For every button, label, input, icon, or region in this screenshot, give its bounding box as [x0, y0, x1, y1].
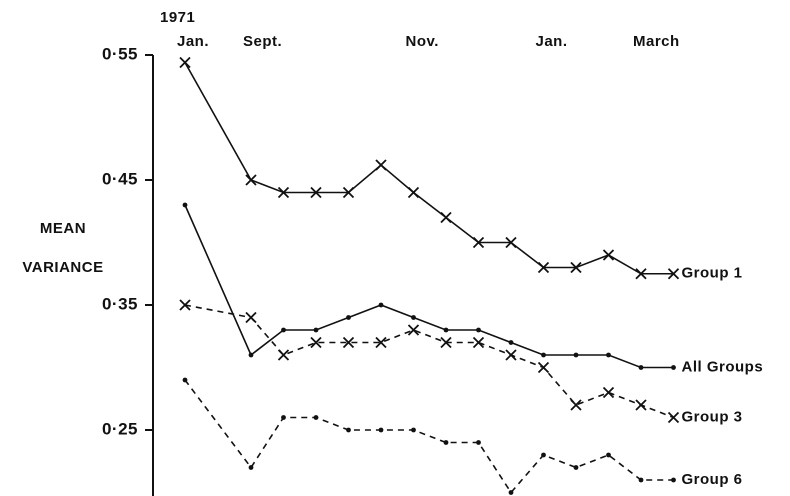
y-tick-label: 0·35 — [102, 294, 138, 313]
series-label: Group 1 — [682, 265, 743, 282]
data-point — [440, 211, 452, 224]
data-point — [277, 186, 290, 199]
x-tick-label: Jan. — [177, 33, 209, 50]
data-point — [671, 365, 676, 370]
data-point — [667, 268, 680, 280]
data-point — [342, 186, 355, 199]
data-point — [375, 336, 387, 349]
series-line — [184, 379, 674, 494]
y-axis-label: VARIANCE — [22, 259, 103, 276]
data-point — [407, 186, 420, 199]
data-point — [508, 490, 514, 495]
data-point — [508, 340, 514, 345]
data-point — [443, 327, 449, 333]
data-point — [472, 336, 485, 349]
data-point — [537, 261, 550, 274]
data-point — [310, 186, 322, 199]
data-point — [573, 465, 579, 470]
data-point — [537, 361, 550, 374]
x-tick-label: Jan. — [536, 33, 568, 50]
x-tick-label: March — [633, 33, 680, 50]
series-label: Group 3 — [682, 408, 743, 425]
y-tick-label: 0·25 — [102, 419, 138, 438]
data-point — [541, 452, 546, 458]
data-point — [310, 336, 322, 349]
data-point — [313, 415, 319, 420]
data-point — [443, 440, 449, 445]
data-point — [472, 236, 485, 249]
data-point — [602, 249, 615, 261]
data-point — [182, 202, 188, 208]
data-point — [606, 352, 611, 358]
data-point — [505, 349, 517, 361]
data-point — [667, 411, 680, 424]
x-tick-label: Nov. — [406, 33, 439, 50]
data-point — [411, 427, 416, 433]
data-point — [245, 311, 257, 324]
series-line — [184, 304, 674, 419]
data-point — [342, 336, 355, 349]
data-point — [375, 159, 387, 171]
data-point — [440, 336, 452, 349]
year-annotation: 1971 — [160, 9, 195, 26]
data-point — [378, 302, 384, 308]
data-point — [638, 365, 644, 370]
data-point — [606, 452, 611, 458]
data-point — [248, 465, 254, 470]
series-line — [184, 204, 674, 369]
data-point — [245, 174, 257, 186]
data-point — [411, 315, 416, 320]
data-point — [476, 440, 481, 445]
data-point — [179, 299, 191, 311]
data-point — [638, 477, 644, 483]
data-point — [277, 349, 290, 361]
data-point — [378, 427, 384, 433]
data-point — [281, 415, 286, 420]
data-point — [407, 324, 420, 336]
y-tick-label: 0·55 — [102, 44, 138, 63]
y-tick-label: 0·45 — [102, 169, 138, 188]
data-point — [573, 352, 579, 358]
data-point — [182, 377, 188, 383]
data-point — [281, 327, 286, 333]
data-point — [602, 386, 615, 399]
data-point — [313, 327, 319, 333]
data-point — [346, 315, 351, 320]
data-point — [570, 399, 582, 411]
series-label: Group 6 — [682, 471, 743, 488]
y-axis-label: MEAN — [40, 220, 86, 237]
data-point — [635, 399, 647, 411]
data-point — [570, 261, 582, 274]
series-label: All Groups — [682, 358, 764, 375]
series-line — [184, 62, 674, 275]
data-point — [671, 477, 676, 483]
data-point — [248, 352, 254, 358]
x-tick-label: Sept. — [243, 33, 282, 50]
data-point — [179, 56, 191, 69]
data-point — [476, 327, 481, 333]
data-point — [346, 427, 351, 433]
data-point — [635, 268, 647, 280]
data-point — [541, 352, 546, 358]
data-point — [505, 236, 517, 249]
